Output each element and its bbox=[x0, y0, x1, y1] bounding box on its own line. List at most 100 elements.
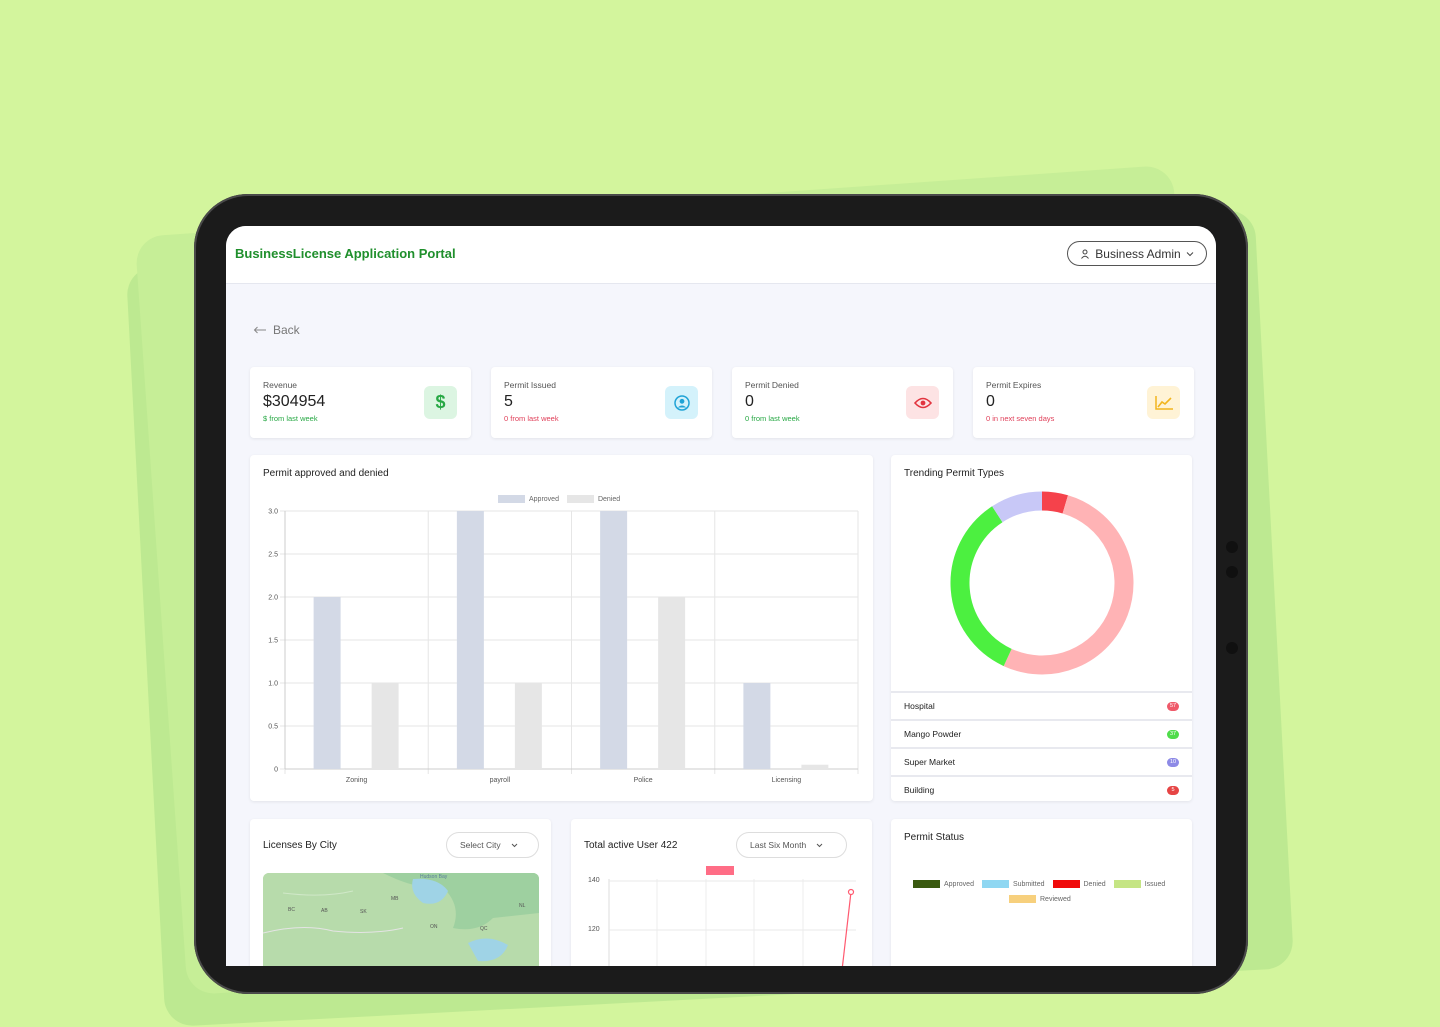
list-item[interactable]: Building 5 bbox=[891, 775, 1192, 803]
map-label: SK bbox=[360, 909, 367, 915]
donut-slice-hospital bbox=[1003, 495, 1134, 675]
y-tick-label: 2.0 bbox=[268, 595, 278, 602]
dollar-icon: $ bbox=[424, 386, 457, 419]
back-link[interactable]: Back bbox=[253, 323, 300, 337]
app-screen: BusinessLicense Application Portal Busin… bbox=[226, 226, 1216, 966]
panel-title: Licenses By City bbox=[263, 840, 337, 851]
active-users-panel: Total active User 422 Last Six Month 140… bbox=[571, 819, 872, 966]
y-tick-label: 1.0 bbox=[268, 681, 278, 688]
bar-approved bbox=[600, 511, 628, 769]
map-label: ON bbox=[430, 924, 438, 930]
permit-chart-panel: Permit approved and denied Approved Deni… bbox=[250, 455, 873, 801]
legend-swatch-denied bbox=[566, 495, 594, 503]
status-legend: Approved Submitted Denied Issued bbox=[913, 880, 1165, 888]
top-bar: BusinessLicense Application Portal Busin… bbox=[226, 226, 1216, 284]
legend-swatch bbox=[706, 866, 734, 875]
map-label: QC bbox=[480, 926, 488, 932]
trend-chart-icon bbox=[1147, 386, 1180, 419]
permit-denied-card: Permit Denied 0 0 from last week bbox=[732, 367, 953, 438]
user-icon bbox=[1081, 249, 1090, 259]
user-menu-button[interactable]: Business Admin bbox=[1067, 241, 1207, 266]
bar-denied bbox=[801, 764, 829, 769]
legend-swatch-submitted bbox=[981, 880, 1009, 888]
y-tick-label: 0 bbox=[274, 767, 278, 774]
device-button bbox=[1226, 541, 1238, 553]
donut-slice-building bbox=[1041, 491, 1069, 514]
map-label: NL bbox=[519, 903, 526, 909]
arrow-left-icon bbox=[253, 326, 266, 334]
chevron-down-icon bbox=[816, 843, 823, 847]
legend-swatch-reviewed bbox=[1009, 895, 1036, 903]
legend-swatch-approved bbox=[498, 495, 525, 503]
item-label: Building bbox=[904, 785, 935, 795]
period-select[interactable]: Last Six Month bbox=[736, 832, 847, 858]
panel-title: Total active User 422 bbox=[584, 840, 678, 851]
stat-sub: 0 from last week bbox=[504, 414, 559, 423]
select-value: Select City bbox=[460, 840, 501, 850]
stat-value: 0 bbox=[745, 393, 754, 410]
map-label: AB bbox=[321, 908, 328, 914]
y-tick-label: 140 bbox=[588, 877, 600, 884]
panel-title: Trending Permit Types bbox=[904, 468, 1005, 479]
user-name: Business Admin bbox=[1095, 246, 1181, 261]
stat-label: Revenue bbox=[263, 380, 298, 390]
count-badge: 57 bbox=[1167, 701, 1179, 711]
trending-panel: Trending Permit Types Hospital 57 Mango P… bbox=[891, 455, 1192, 801]
legend-label: Approved bbox=[529, 495, 559, 503]
map-label: MB bbox=[391, 896, 399, 902]
bar-denied bbox=[514, 683, 542, 769]
permit-expires-card: Permit Expires 0 0 in next seven days bbox=[973, 367, 1194, 438]
y-tick-label: 1.5 bbox=[268, 638, 278, 645]
bar-denied bbox=[371, 683, 399, 769]
map-terrain bbox=[263, 873, 539, 966]
stat-label: Permit Denied bbox=[745, 380, 799, 390]
eye-icon bbox=[906, 386, 939, 419]
item-label: Hospital bbox=[904, 701, 935, 711]
user-line-point bbox=[847, 888, 855, 896]
stat-sub: 0 in next seven days bbox=[986, 414, 1055, 423]
chevron-down-icon bbox=[1186, 251, 1194, 256]
x-tick-label: Zoning bbox=[346, 777, 368, 784]
legend-label: Reviewed bbox=[1040, 895, 1071, 903]
panel-title: Permit Status bbox=[904, 832, 965, 843]
legend-label: Submitted bbox=[1012, 880, 1045, 888]
line-chart bbox=[608, 866, 856, 966]
list-item[interactable]: Mango Powder 37 bbox=[891, 719, 1192, 747]
city-select[interactable]: Select City bbox=[446, 832, 539, 858]
app-title: BusinessLicense Application Portal bbox=[235, 246, 456, 261]
user-line-series bbox=[841, 891, 852, 966]
permit-issued-card: Permit Issued 5 0 from last week bbox=[491, 367, 712, 438]
legend-swatch-approved bbox=[913, 880, 940, 888]
donut-slice-mango-powder bbox=[950, 506, 1012, 667]
stat-label: Permit Expires bbox=[986, 380, 1042, 390]
stat-value: 5 bbox=[504, 393, 513, 410]
item-label: Mango Powder bbox=[904, 729, 962, 739]
item-label: Super Market bbox=[904, 757, 956, 767]
legend-label: Denied bbox=[1083, 880, 1106, 888]
y-tick-label: 0.5 bbox=[268, 724, 278, 731]
stat-label: Permit Issued bbox=[504, 380, 556, 390]
legend-swatch-denied bbox=[1052, 880, 1080, 888]
bar-chart: 0 0.5 1.0 1.5 2.0 2.5 3.0 Zoning payroll Police Li… bbox=[268, 509, 859, 784]
legend-swatch-issued bbox=[1113, 880, 1141, 888]
x-tick-label: Police bbox=[634, 777, 653, 784]
count-badge: 37 bbox=[1167, 729, 1179, 739]
legend-label: Denied bbox=[597, 495, 621, 503]
status-legend-row2: Reviewed bbox=[1009, 895, 1071, 903]
chevron-down-icon bbox=[511, 843, 517, 847]
list-item[interactable]: Hospital 57 bbox=[891, 691, 1192, 719]
device-button bbox=[1226, 642, 1238, 654]
y-tick-label: 2.5 bbox=[268, 552, 278, 559]
x-tick-label: payroll bbox=[490, 777, 511, 784]
trending-list: Hospital 57 Mango Powder 37 Super Market 10… bbox=[891, 691, 1192, 803]
back-label: Back bbox=[273, 323, 300, 337]
y-tick-label: 3.0 bbox=[268, 509, 278, 516]
device-button bbox=[1226, 566, 1238, 578]
user-circle-icon bbox=[665, 386, 698, 419]
list-item[interactable]: Super Market 10 bbox=[891, 747, 1192, 775]
y-tick-label: 120 bbox=[588, 926, 600, 933]
chart-legend: Approved Denied bbox=[498, 495, 620, 503]
map-label: BC bbox=[288, 907, 295, 913]
city-map[interactable]: Hudson Bay BC AB SK MB ON QC NL bbox=[263, 873, 539, 966]
bar-denied bbox=[658, 597, 686, 769]
